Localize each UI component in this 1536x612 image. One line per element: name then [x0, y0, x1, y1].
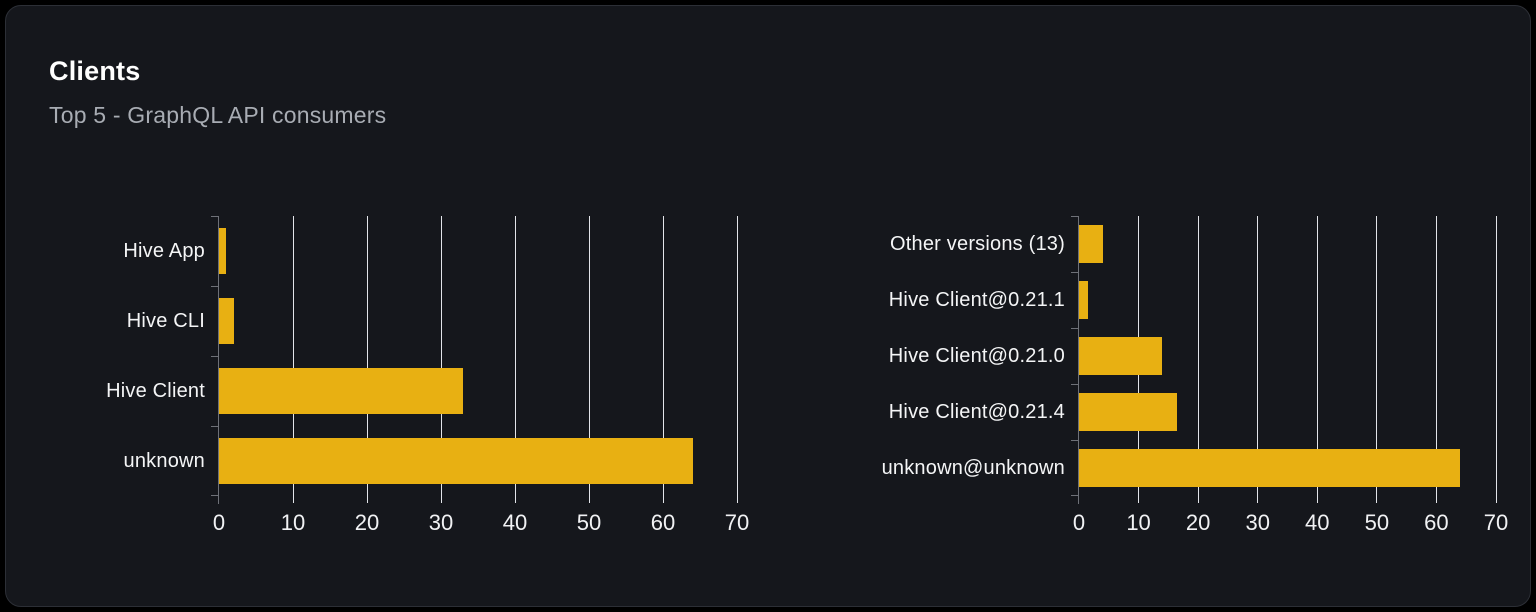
y-axis-line: [218, 216, 219, 504]
gridline: [1495, 216, 1497, 496]
gridline: [1257, 216, 1259, 496]
y-axis-tick: [211, 286, 219, 287]
category-label: Hive Client@0.21.1: [888, 289, 1065, 311]
category-label: Hive CLI: [126, 310, 205, 332]
x-tick-label: 10: [280, 510, 306, 535]
x-axis-tick: [1257, 496, 1259, 503]
x-tick-label: 20: [354, 510, 380, 535]
category-label: unknown@unknown: [881, 457, 1065, 479]
x-axis-tick: [440, 496, 442, 503]
bar[interactable]: [1079, 225, 1103, 263]
x-tick-label: 40: [502, 510, 528, 535]
gridline: [1197, 216, 1199, 496]
x-tick-label: 30: [428, 510, 454, 535]
panel-subtitle: Top 5 - GraphQL API consumers: [49, 102, 387, 128]
category-label: Hive Client@0.21.0: [888, 345, 1065, 367]
x-axis-tick: [292, 496, 294, 503]
bar[interactable]: [1079, 393, 1178, 431]
x-tick-label: 50: [576, 510, 602, 535]
gridline: [514, 216, 516, 496]
category-label: unknown: [123, 450, 205, 472]
gridline: [662, 216, 664, 496]
gridline: [366, 216, 368, 496]
y-axis-line: [1078, 216, 1079, 504]
gridline: [292, 216, 294, 496]
y-axis-tick: [1071, 272, 1079, 273]
x-tick-label: 20: [1185, 510, 1211, 535]
gridline: [588, 216, 590, 496]
y-axis-tick: [1071, 384, 1079, 385]
x-tick-label: 70: [1483, 510, 1509, 535]
gridline: [1316, 216, 1318, 496]
x-tick-label: 40: [1305, 510, 1330, 535]
bar[interactable]: [219, 228, 227, 274]
x-axis-tick: [1376, 496, 1378, 503]
clients-panel: Clients Top 5 - GraphQL API consumers 0 1…: [5, 5, 1531, 607]
y-axis-tick: [1071, 495, 1079, 496]
bar[interactable]: [219, 368, 464, 414]
x-tick-label: 0: [1072, 510, 1086, 535]
x-axis-tick: [1435, 496, 1437, 503]
x-tick-label: 60: [1424, 510, 1449, 535]
x-axis-tick: [1138, 496, 1140, 503]
category-label: Hive App: [123, 240, 205, 262]
x-tick-label: 30: [1245, 510, 1270, 535]
y-axis-tick: [211, 216, 219, 217]
category-label: Hive Client@0.21.4: [888, 401, 1065, 423]
x-tick-label: 0: [212, 510, 226, 535]
bar[interactable]: [1079, 337, 1163, 375]
bar[interactable]: [1079, 281, 1088, 319]
x-axis-tick: [1495, 496, 1497, 503]
clients-bar-chart-by-version: 0 10 20 30 40 50 60 70 Other versions (13) Hive C…: [882, 216, 1508, 535]
bar[interactable]: [219, 438, 693, 484]
clients-bar-chart-by-name: 0 10 20 30 40 50 60 70 Hive App Hive CLI Hive Clie…: [106, 216, 749, 535]
x-tick-label: 60: [650, 510, 676, 535]
y-axis-tick: [211, 356, 219, 357]
category-label: Other versions (13): [890, 233, 1065, 255]
x-axis-tick: [366, 496, 368, 503]
gridline: [440, 216, 442, 496]
x-tick-label: 70: [724, 510, 750, 535]
x-axis-tick: [1197, 496, 1199, 503]
x-tick-label: 50: [1364, 510, 1390, 535]
panel-title: Clients: [49, 56, 141, 86]
x-axis-tick: [588, 496, 590, 503]
x-tick-label: 10: [1126, 510, 1151, 535]
x-axis-tick: [1316, 496, 1318, 503]
gridline: [1376, 216, 1378, 496]
y-axis-tick: [211, 495, 219, 496]
y-axis-tick: [1071, 440, 1079, 441]
x-axis-tick: [662, 496, 664, 503]
x-axis-tick: [514, 496, 516, 503]
bar[interactable]: [1079, 449, 1461, 487]
y-axis-tick: [211, 426, 219, 427]
gridline: [736, 216, 738, 496]
x-axis-tick: [736, 496, 738, 503]
gridline: [1435, 216, 1437, 496]
category-label: Hive Client: [106, 380, 205, 402]
bar[interactable]: [219, 298, 234, 344]
y-axis-tick: [1071, 328, 1079, 329]
y-axis-tick: [1071, 216, 1079, 217]
